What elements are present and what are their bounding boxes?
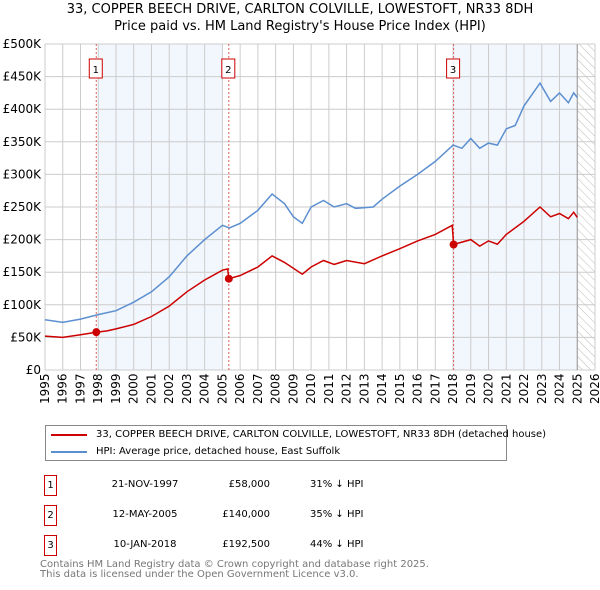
sale-hpi-diff: 35% ↓ HPI (310, 509, 364, 520)
footer-licence: This data is licensed under the Open Gov… (40, 569, 359, 580)
legend-label: HPI: Average price, detached house, East… (96, 446, 341, 457)
sale-point (92, 328, 101, 337)
x-tick-label: 2026 (588, 373, 600, 404)
sale-label: 1 (93, 65, 99, 76)
y-tick-label: £150K (3, 265, 43, 279)
x-tick-label: 2005 (215, 373, 229, 404)
series-line (44, 81, 578, 324)
x-tick-label: 2020 (482, 373, 496, 404)
x-tick-label: 2019 (464, 373, 478, 404)
sale-label: 2 (225, 65, 231, 76)
sale-row: 1 21-NOV-1997 £58,000 31% ↓ HPI (40, 475, 440, 496)
x-tick-label: 2013 (357, 373, 371, 404)
x-tick-label: 2015 (393, 373, 407, 404)
x-tick-label: 2025 (570, 373, 584, 404)
sale-date: 21-NOV-1997 (111, 479, 179, 490)
footer: Contains HM Land Registry data © Crown c… (40, 560, 429, 580)
x-tick-label: 2012 (340, 373, 354, 404)
x-tick-label: 2018 (446, 373, 460, 404)
sale-date: 10-JAN-2018 (113, 539, 177, 550)
x-tick-label: 2001 (144, 373, 158, 404)
y-tick-label: £250K (3, 200, 43, 214)
legend-swatch (51, 433, 87, 436)
y-tick-label: £300K (3, 167, 43, 181)
x-tick-label: 2011 (322, 373, 336, 404)
sale-point (224, 274, 233, 283)
sale-label-box (88, 58, 103, 79)
legend-item-hpi: HPI: Average price, detached house, East… (51, 446, 340, 457)
x-tick-label: 2022 (517, 373, 531, 404)
x-tick-label: 2002 (162, 373, 176, 404)
x-tick-label: 2006 (233, 373, 247, 404)
price-chart: 1995 1996 1997 1998 1999 2000 2001 2002 2003 2004… (3, 37, 600, 404)
y-tick-label: £200K (3, 233, 43, 247)
sale-row: 2 12-MAY-2005 £140,000 35% ↓ HPI (40, 505, 440, 526)
x-tick-label: 1996 (56, 373, 70, 404)
y-tick-label: £500K (3, 37, 43, 51)
x-tick-label: 2021 (499, 373, 513, 404)
x-tick-label: 2010 (304, 373, 318, 404)
sale-label-box (221, 58, 236, 79)
x-tick-label: 2014 (375, 373, 389, 404)
footer-copyright: Contains HM Land Registry data © Crown c… (40, 559, 429, 570)
y-tick-label: £50K (10, 330, 42, 344)
sale-point (449, 240, 458, 249)
x-tick-label: 2023 (535, 373, 549, 404)
sale-price: £58,000 (228, 479, 270, 490)
x-tick-label: 2009 (286, 373, 300, 404)
x-tick-label: 2007 (251, 373, 265, 404)
sale-hpi-diff: 44% ↓ HPI (310, 539, 364, 550)
legend: 33, COPPER BEECH DRIVE, CARLTON COLVILLE… (45, 425, 546, 461)
x-tick-label: 1999 (109, 373, 123, 404)
sale-hpi-diff: 31% ↓ HPI (310, 479, 364, 490)
y-tick-label: £0 (26, 363, 41, 377)
sale-row: 3 10-JAN-2018 £192,500 44% ↓ HPI (40, 535, 440, 556)
x-tick-label: 1998 (91, 373, 105, 404)
x-tick-label: 1997 (73, 373, 87, 404)
y-tick-label: £400K (3, 102, 43, 116)
x-tick-label: 2016 (411, 373, 425, 404)
sale-marker: 2 (44, 505, 57, 526)
x-tick-label: 2003 (180, 373, 194, 404)
chart-title: 33, COPPER BEECH DRIVE, CARLTON COLVILLE… (66, 2, 534, 17)
sale-date: 12-MAY-2005 (112, 509, 178, 520)
x-tick-label: 2017 (428, 373, 442, 404)
y-tick-label: £350K (3, 135, 43, 149)
series-line (44, 205, 578, 339)
x-tick-label: 2004 (198, 373, 212, 404)
sale-price: £192,500 (222, 539, 270, 550)
sale-marker: 3 (44, 535, 57, 556)
y-tick-label: £450K (3, 70, 43, 84)
legend-item-property: 33, COPPER BEECH DRIVE, CARLTON COLVILLE… (51, 429, 546, 440)
x-tick-label: 1995 (38, 373, 52, 404)
sale-label-box (446, 58, 461, 79)
sale-price: £140,000 (222, 509, 270, 520)
x-tick-label: 2024 (553, 373, 567, 404)
sale-label: 3 (450, 65, 456, 76)
x-tick-label: 2008 (269, 373, 283, 404)
sale-marker: 1 (44, 475, 57, 496)
chart-subtitle: Price paid vs. HM Land Registry's House … (114, 19, 486, 34)
y-tick-label: £100K (3, 298, 43, 312)
x-tick-label: 2000 (127, 373, 141, 404)
legend-label: 33, COPPER BEECH DRIVE, CARLTON COLVILLE… (96, 429, 547, 440)
legend-swatch (51, 450, 87, 453)
